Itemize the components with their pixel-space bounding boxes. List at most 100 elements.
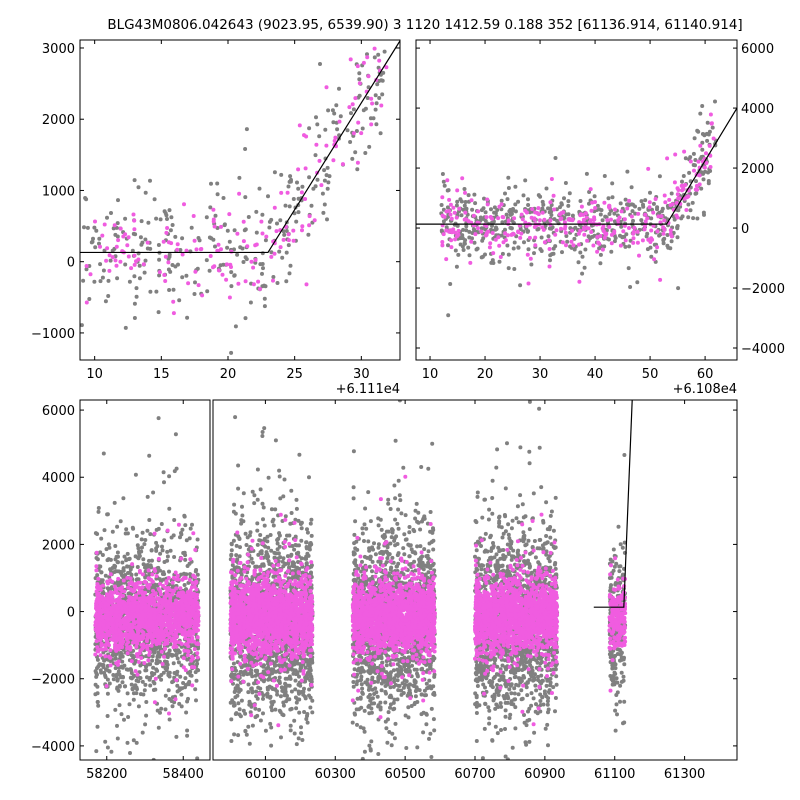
data-point [702,165,707,170]
data-point [110,618,115,623]
data-point [173,234,178,239]
data-point [713,99,717,104]
data-point [284,250,289,255]
data-point [157,641,162,646]
x-tick-label: 30 [353,367,370,382]
data-point [194,600,199,605]
data-point [180,686,185,691]
data-point [483,227,488,232]
data-point [260,251,265,256]
data-point [175,683,180,688]
data-point [691,216,696,221]
data-point [649,254,654,259]
data-point [103,673,108,678]
data-point [205,289,210,294]
data-point [442,214,447,219]
data-point [483,219,488,223]
data-point [180,252,185,257]
data-point [302,133,306,138]
data-point [313,153,318,158]
data-point [489,227,493,232]
data-point [643,212,648,217]
data-point [194,593,199,598]
data-point [610,195,615,200]
data-point [324,173,329,178]
data-point [159,706,164,711]
data-point [114,569,119,574]
data-point [245,244,250,249]
data-point [137,276,142,281]
data-point [382,49,387,54]
data-point [180,577,185,582]
data-point [95,657,100,662]
data-point [138,580,143,585]
data-point [384,65,389,70]
data-point [612,239,617,244]
data-point [528,210,532,215]
data-point [279,735,283,740]
data-point [90,239,95,244]
data-point [454,203,459,208]
data-point [229,265,233,269]
data-point [94,674,99,679]
data-point [600,247,605,252]
data-point [176,627,181,632]
data-point [112,500,117,505]
data-point [115,606,120,611]
data-point [489,207,493,212]
data-point [651,210,656,215]
data-point [693,158,698,162]
data-point [497,243,502,248]
data-point [526,247,531,252]
data-point [186,613,190,618]
data-point [506,252,511,257]
data-point [168,228,173,233]
data-point [243,279,248,284]
data-point [564,243,568,248]
data-point [184,248,189,253]
data-point [345,128,350,133]
data-point [180,527,185,532]
data-point [315,177,320,182]
data-point [127,556,132,561]
data-point [516,199,521,204]
data-point [146,628,151,633]
data-point [162,654,166,659]
data-point [280,255,285,260]
data-point [194,568,199,572]
data-point [585,238,590,243]
data-point [488,241,493,246]
data-point [588,218,593,223]
data-point [321,210,326,215]
data-point [370,101,375,106]
data-point [185,728,190,733]
data-point [619,209,624,214]
data-point [147,621,152,626]
data-point [491,251,496,256]
data-point [669,239,674,244]
data-point [569,239,574,244]
x-offset-label: +6.108e4 [673,382,737,397]
data-point [480,238,485,243]
data-point [94,749,99,754]
data-point [577,279,582,284]
data-point [440,172,445,176]
data-point [184,710,189,715]
data-point [123,325,128,330]
data-point [184,683,188,687]
data-point [192,584,197,589]
data-point [286,232,291,237]
data-point [153,676,158,681]
data-point [225,228,230,233]
data-point [583,247,588,252]
data-point [134,294,139,299]
data-point [647,205,652,210]
data-point [691,151,696,156]
data-point [657,233,662,238]
axes-frame [79,39,401,361]
data-point [121,578,126,583]
data-point [355,167,360,172]
data-point [451,205,456,210]
data-point [190,683,195,688]
data-point [553,232,558,237]
